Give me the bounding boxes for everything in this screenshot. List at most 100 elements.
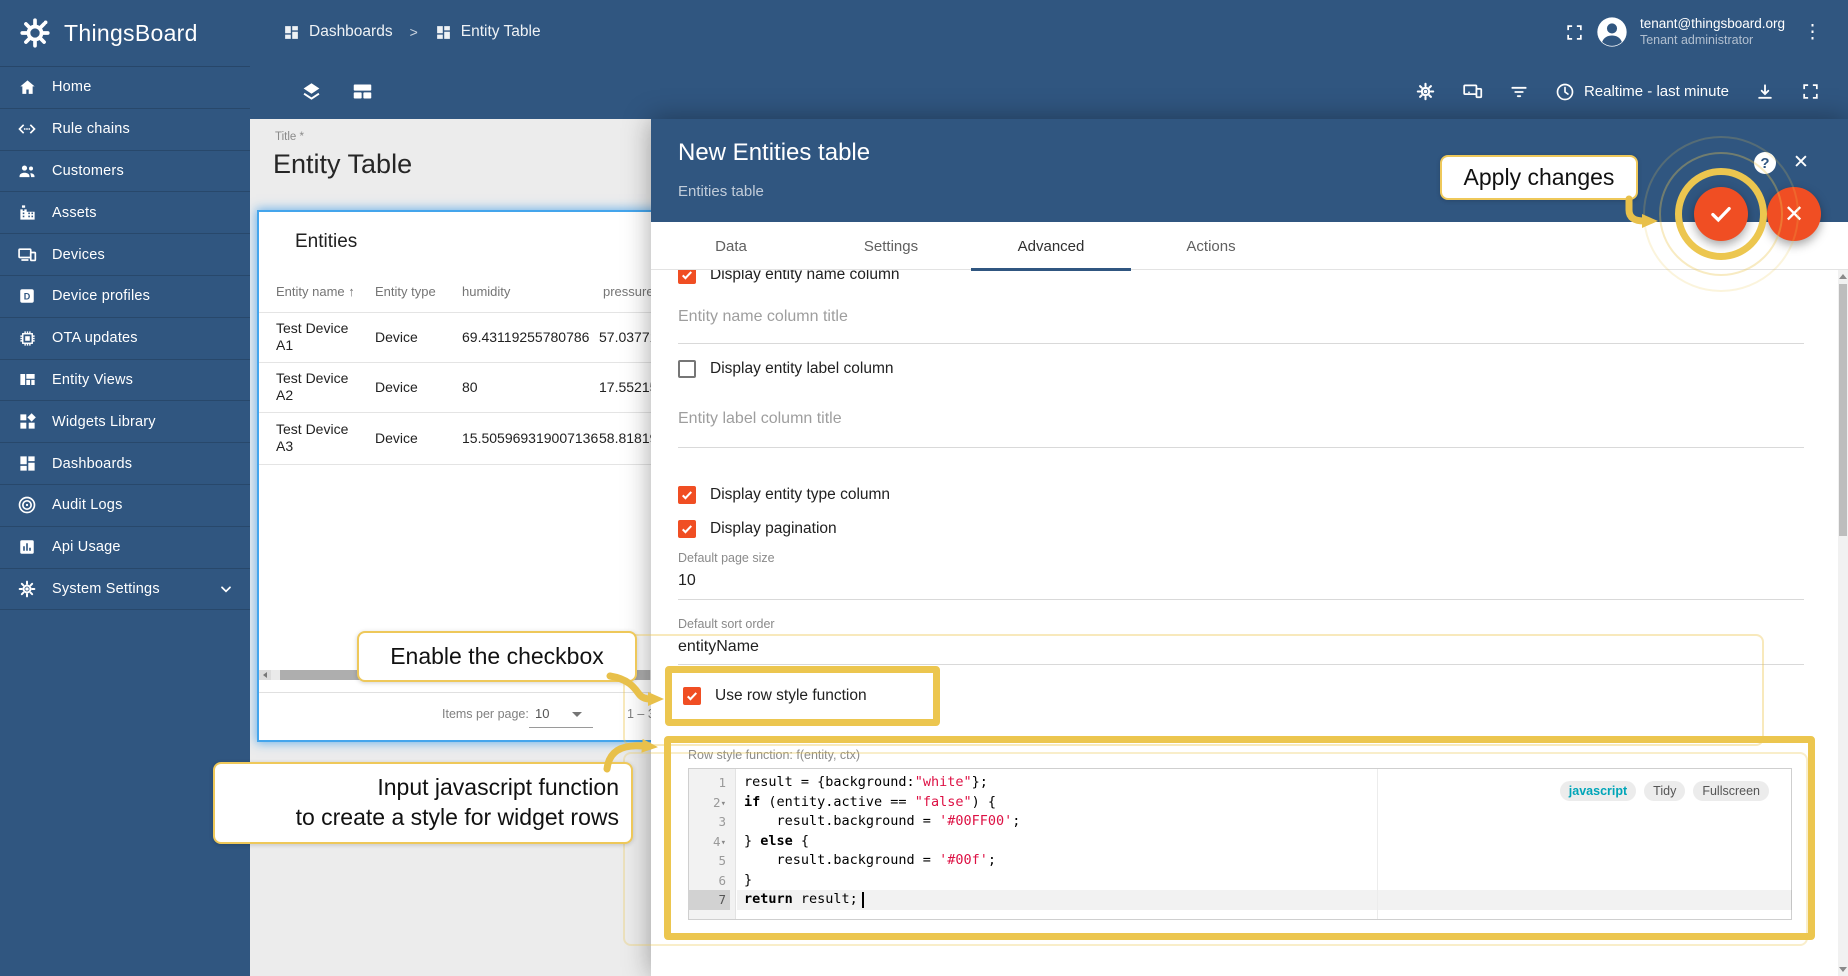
- column-header-entity-type[interactable]: Entity type: [375, 284, 436, 299]
- tab-settings[interactable]: Settings: [863, 237, 919, 255]
- app-logo[interactable]: ThingsBoard: [0, 0, 250, 67]
- dashboard-settings-icon[interactable]: [1415, 81, 1436, 102]
- code-line: result.background = '#00FF00';: [744, 813, 1021, 829]
- column-header-humidity[interactable]: humidity: [462, 284, 511, 299]
- fullscreen-editor-button[interactable]: Fullscreen: [1693, 781, 1769, 801]
- dashboards-icon: [16, 453, 38, 475]
- checkbox-icon[interactable]: [678, 270, 696, 284]
- dialog-subtitle: Entities table: [678, 183, 764, 200]
- code-line: }: [744, 871, 753, 888]
- dashboard-states-icon[interactable]: [301, 81, 322, 102]
- text-cursor: [862, 892, 864, 908]
- sidebar-item-ota-updates[interactable]: OTA updates: [0, 318, 250, 360]
- active-line-highlight: [737, 890, 1792, 910]
- fullscreen-icon[interactable]: [1801, 82, 1820, 101]
- sidebar-item-devices[interactable]: Devices: [0, 234, 250, 276]
- column-header-entity-name[interactable]: Entity name ↑: [276, 284, 355, 299]
- table-header-row: Entity name ↑ Entity type humidity press…: [259, 284, 800, 304]
- audit-logs-icon: [16, 494, 38, 516]
- paginator: Items per page: 10 1 – 3: [259, 692, 800, 742]
- tab-actions[interactable]: Actions: [1186, 237, 1236, 255]
- default-page-size-input[interactable]: 10: [678, 572, 696, 589]
- display-pagination-checkbox[interactable]: Display pagination: [678, 520, 837, 538]
- tab-advanced[interactable]: Advanced: [971, 222, 1131, 271]
- widget-title-input[interactable]: Entity Table: [273, 149, 413, 179]
- avatar[interactable]: [1596, 16, 1628, 48]
- code-editor[interactable]: 1 2▾ 3 4▾ 5 6 7 result = {background:"wh…: [688, 768, 1792, 920]
- home-icon: [16, 76, 38, 98]
- dialog-scrollbar[interactable]: [1838, 270, 1848, 976]
- display-entity-type-checkbox[interactable]: Display entity type column: [678, 486, 890, 504]
- page-range: 1 – 3: [627, 707, 655, 721]
- sidebar-item-audit-logs[interactable]: Audit Logs: [0, 485, 250, 527]
- scroll-up-icon[interactable]: [1839, 274, 1847, 279]
- system-settings-icon: [16, 578, 38, 600]
- sidebar-item-device-profiles[interactable]: D Device profiles: [0, 276, 250, 318]
- display-entity-label-checkbox[interactable]: Display entity label column: [678, 360, 894, 378]
- api-usage-icon: [16, 536, 38, 558]
- scroll-left-icon[interactable]: [259, 670, 271, 680]
- select-caret-icon[interactable]: [572, 712, 582, 717]
- app-title: ThingsBoard: [64, 19, 198, 46]
- scrollbar-thumb[interactable]: [280, 670, 650, 680]
- timewindow-button[interactable]: Realtime - last minute: [1555, 82, 1729, 102]
- dashboards-breadcrumb-icon: [283, 24, 300, 41]
- apply-changes-button[interactable]: [1694, 187, 1748, 241]
- sidebar-item-system-settings[interactable]: System Settings: [0, 569, 250, 611]
- fullscreen-toggle-icon[interactable]: [1565, 23, 1584, 42]
- dialog-title: New Entities table: [678, 139, 871, 166]
- entity-aliases-icon[interactable]: [1462, 81, 1483, 102]
- help-icon[interactable]: ?: [1754, 152, 1776, 174]
- scroll-down-icon[interactable]: [1839, 967, 1847, 972]
- sidebar-item-entity-views[interactable]: Entity Views: [0, 360, 250, 402]
- timewindow-label: Realtime - last minute: [1583, 83, 1729, 100]
- breadcrumb-dashboards[interactable]: Dashboards: [309, 23, 393, 40]
- breadcrumb-entity-table: Entity Table: [460, 23, 541, 40]
- table-row[interactable]: Test Device A3 Device 15.505969319007136…: [276, 421, 658, 454]
- dialog-header: New Entities table Entities table ? ✕: [651, 119, 1848, 222]
- sidebar-item-api-usage[interactable]: Api Usage: [0, 527, 250, 569]
- sort-asc-icon: ↑: [348, 284, 355, 299]
- dialog-scroll-area: Display entity name column Entity name c…: [651, 270, 1848, 976]
- row-style-function-label: Row style function: f(entity, ctx): [688, 748, 861, 762]
- close-icon[interactable]: ✕: [1793, 152, 1809, 173]
- column-header-pressure[interactable]: pressure: [603, 284, 654, 299]
- sidebar-item-widgets-library[interactable]: Widgets Library: [0, 401, 250, 444]
- checkbox-icon[interactable]: [678, 360, 696, 378]
- filter-icon[interactable]: [1509, 82, 1529, 102]
- more-menu-icon[interactable]: ⋮: [1803, 21, 1822, 43]
- sidebar-item-dashboards[interactable]: Dashboards: [0, 443, 250, 485]
- editor-gutter: 1 2▾ 3 4▾ 5 6 7: [688, 769, 736, 919]
- assets-icon: [16, 202, 38, 224]
- breadcrumb: Dashboards > Entity Table: [283, 23, 541, 41]
- checkbox-icon[interactable]: [683, 687, 701, 705]
- tab-data[interactable]: Data: [715, 237, 747, 255]
- device-profiles-icon: D: [16, 285, 38, 307]
- sidebar-item-rule-chains[interactable]: Rule chains: [0, 109, 250, 151]
- checkbox-icon[interactable]: [678, 486, 696, 504]
- use-row-style-function-checkbox[interactable]: Use row style function: [683, 687, 867, 705]
- user-info[interactable]: tenant@thingsboard.org Tenant administra…: [1640, 15, 1785, 49]
- sidebar: ThingsBoard Home Rule chains Customers A…: [0, 0, 250, 976]
- entity-label-title-input[interactable]: Entity label column title: [678, 410, 842, 427]
- scrollbar-thumb[interactable]: [1839, 284, 1847, 536]
- table-row[interactable]: Test Device A2 Device 80 17.55215: [276, 370, 658, 403]
- entity-views-icon: [16, 369, 38, 391]
- ota-updates-icon: [16, 327, 38, 349]
- discard-changes-button[interactable]: ✕: [1767, 187, 1821, 241]
- top-header: Dashboards > Entity Table tenant@thingsb…: [250, 0, 1848, 119]
- entity-name-title-input[interactable]: Entity name column title: [678, 308, 848, 325]
- tidy-button[interactable]: Tidy: [1644, 781, 1686, 801]
- svg-text:D: D: [24, 292, 31, 302]
- download-icon[interactable]: [1755, 82, 1775, 102]
- checkbox-icon[interactable]: [678, 520, 696, 538]
- default-sort-order-input[interactable]: entityName: [678, 638, 759, 655]
- sidebar-item-customers[interactable]: Customers: [0, 151, 250, 193]
- display-entity-name-checkbox[interactable]: Display entity name column: [678, 270, 900, 284]
- page-size-select[interactable]: 10: [535, 706, 550, 721]
- sidebar-item-home[interactable]: Home: [0, 67, 250, 109]
- sidebar-item-assets[interactable]: Assets: [0, 192, 250, 235]
- clock-icon: [1555, 82, 1575, 102]
- table-row[interactable]: Test Device A1 Device 69.43119255780786 …: [276, 320, 658, 353]
- manage-layouts-icon[interactable]: [352, 81, 373, 102]
